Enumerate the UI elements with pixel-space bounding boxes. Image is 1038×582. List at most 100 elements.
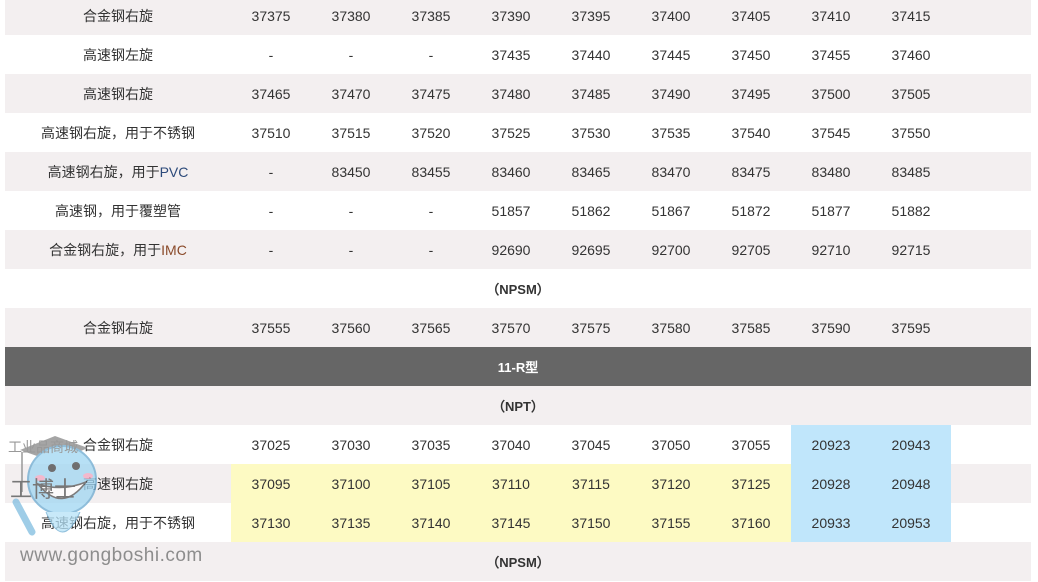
part-number-cell: 51882 — [871, 191, 951, 230]
part-number-cell: 37110 — [471, 464, 551, 503]
part-number-cell: 37130 — [231, 503, 311, 542]
row-label: 高速钢，用于覆塑管 — [5, 191, 231, 230]
part-number-cell: 37550 — [871, 113, 951, 152]
section-header-npsm-2-text: （NPSM） — [5, 542, 1031, 581]
part-number-cell: 37025 — [231, 425, 311, 464]
part-number-cell: 37525 — [471, 113, 551, 152]
part-number-cell: 37450 — [711, 35, 791, 74]
row-label: 高速钢右旋，用于不锈钢 — [5, 503, 231, 542]
part-number-cell: 20923 — [791, 425, 871, 464]
empty-cell — [951, 152, 1031, 191]
group-header-text: 11-R型 — [5, 347, 1031, 386]
table-row: 高速钢右旋，用于不锈钢 37130 37135 37140 37145 37150 3715… — [5, 503, 1031, 542]
row-label: 合金钢右旋 — [5, 308, 231, 347]
part-number-cell: - — [311, 35, 391, 74]
part-number-cell: 37055 — [711, 425, 791, 464]
part-number-cell: 37385 — [391, 0, 471, 35]
part-number-cell: 37540 — [711, 113, 791, 152]
part-number-cell: 37500 — [791, 74, 871, 113]
label-text: 合金钢右旋，用于 — [49, 241, 162, 258]
part-number-cell: 83480 — [791, 152, 871, 191]
part-number-cell: - — [231, 230, 311, 269]
part-number-cell: 37390 — [471, 0, 551, 35]
part-number-cell: 83450 — [311, 152, 391, 191]
part-number-cell: 37135 — [311, 503, 391, 542]
empty-cell — [951, 425, 1031, 464]
watermark-url: www.gongboshi.com — [20, 545, 203, 566]
row-label: 高速钢右旋，用于PVC — [5, 152, 231, 191]
watermark-subtitle: 工业品商城 — [8, 439, 78, 455]
part-number-cell: 92710 — [791, 230, 871, 269]
part-number-cell: 37585 — [711, 308, 791, 347]
part-number-cell: 37445 — [631, 35, 711, 74]
part-number-cell: 37050 — [631, 425, 711, 464]
part-number-cell: 37480 — [471, 74, 551, 113]
label-text: 高速钢右旋，用于 — [47, 163, 160, 180]
table-row: 高速钢右旋，用于PVC -83450 83455 83460 83465 83470 834… — [5, 152, 1031, 191]
part-number-cell: 37400 — [631, 0, 711, 35]
part-number-cell: 92695 — [551, 230, 631, 269]
part-number-cell: 20933 — [791, 503, 871, 542]
row-label: 高速钢右旋，用于不锈钢 — [5, 113, 231, 152]
table-row: 合金钢右旋 37025 37030 37035 37040 37045 37050 37055… — [5, 425, 1031, 464]
part-number-cell: 37545 — [791, 113, 871, 152]
table-row: 高速钢右旋，用于不锈钢 37510 37515 37520 37525 37530 3753… — [5, 113, 1031, 152]
part-number-cell: 37120 — [631, 464, 711, 503]
part-number-cell: 37140 — [391, 503, 471, 542]
watermark-name: 工博士 — [10, 478, 77, 503]
part-number-cell: 37155 — [631, 503, 711, 542]
row-label: 高速钢右旋 — [5, 74, 231, 113]
empty-cell — [951, 191, 1031, 230]
part-number-cell: 20943 — [871, 425, 951, 464]
part-number-cell: 20948 — [871, 464, 951, 503]
part-number-cell: 37520 — [391, 113, 471, 152]
part-number-cell: 37030 — [311, 425, 391, 464]
part-number-cell: 83475 — [711, 152, 791, 191]
part-number-cell: 83460 — [471, 152, 551, 191]
part-number-cell: 51862 — [551, 191, 631, 230]
section-header-npsm: （NPSM） — [5, 269, 1031, 308]
group-header: 11-R型 — [5, 347, 1031, 386]
table-row: 高速钢右旋 37095 37100 37105 37110 37115 37120 37125… — [5, 464, 1031, 503]
part-number-cell: 20953 — [871, 503, 951, 542]
part-number-cell: 51867 — [631, 191, 711, 230]
empty-cell — [951, 464, 1031, 503]
part-number-cell: - — [391, 191, 471, 230]
part-number-cell: 92705 — [711, 230, 791, 269]
part-number-cell: 37495 — [711, 74, 791, 113]
part-number-cell: 37100 — [311, 464, 391, 503]
part-number-cell: 37570 — [471, 308, 551, 347]
part-number-cell: - — [391, 230, 471, 269]
part-number-cell: 37465 — [231, 74, 311, 113]
part-number-cell: 37035 — [391, 425, 471, 464]
table-row: 高速钢，用于覆塑管 - - -51857 51862 51867 51872 51877 518… — [5, 191, 1031, 230]
part-number-cell: 37435 — [471, 35, 551, 74]
section-header-npsm-text: （NPSM） — [5, 269, 1031, 308]
table-row: 合金钢右旋 37555 37560 37565 37570 37575 37580 37585… — [5, 308, 1031, 347]
part-number-cell: 37145 — [471, 503, 551, 542]
part-number-cell: 37510 — [231, 113, 311, 152]
table-row: 合金钢右旋，用于IMC - - -92690 92695 92700 92705 92710 9… — [5, 230, 1031, 269]
part-number-cell: 37160 — [711, 503, 791, 542]
part-number-cell: 51872 — [711, 191, 791, 230]
empty-cell — [951, 230, 1031, 269]
table-row: 合金钢右旋 37375 37380 37385 37390 37395 37400 37405… — [5, 0, 1031, 35]
empty-cell — [951, 503, 1031, 542]
part-number-cell: - — [391, 35, 471, 74]
part-number-cell: 37485 — [551, 74, 631, 113]
part-number-cell: 37455 — [791, 35, 871, 74]
product-table: 合金钢右旋 37375 37380 37385 37390 37395 37400 37405… — [5, 0, 1031, 581]
part-number-cell: 37375 — [231, 0, 311, 35]
part-number-cell: 83485 — [871, 152, 951, 191]
part-number-cell: 37590 — [791, 308, 871, 347]
empty-cell — [951, 113, 1031, 152]
table-row: 高速钢右旋 37465 37470 37475 37480 37485 37490 37495… — [5, 74, 1031, 113]
part-number-cell: 51877 — [791, 191, 871, 230]
part-number-cell: 37490 — [631, 74, 711, 113]
part-number-cell: 83465 — [551, 152, 631, 191]
table-row: 高速钢左旋 - - -37435 37440 37445 37450 37455 37460 — [5, 35, 1031, 74]
part-number-cell: 37040 — [471, 425, 551, 464]
part-number-cell: 92700 — [631, 230, 711, 269]
row-label: 合金钢右旋 — [5, 0, 231, 35]
part-number-cell: 37505 — [871, 74, 951, 113]
